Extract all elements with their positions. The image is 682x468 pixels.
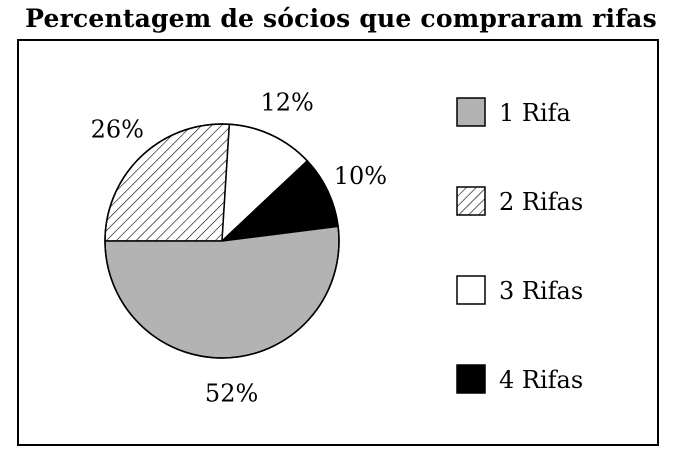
legend-swatch-4-rifas bbox=[456, 364, 486, 394]
legend-swatch-3-rifas bbox=[456, 275, 486, 305]
percentage-labels: 26% 12% 10% 52% bbox=[91, 89, 388, 408]
pie-slice-1-rifa bbox=[104, 225, 340, 359]
legend-label-4-rifas: 4 Rifas bbox=[499, 366, 583, 394]
pie-slices bbox=[104, 123, 340, 359]
legend-swatch-2-rifas bbox=[456, 186, 486, 216]
legend-label-3-rifas: 3 Rifas bbox=[499, 277, 583, 305]
percent-label-4-rifas: 10% bbox=[334, 162, 387, 190]
percent-label-1-rifa: 52% bbox=[205, 380, 258, 408]
legend-label-2-rifas: 2 Rifas bbox=[499, 188, 583, 216]
percent-label-2-rifas: 26% bbox=[91, 115, 144, 143]
pie-outline bbox=[104, 123, 340, 359]
percent-label-3-rifas: 12% bbox=[260, 89, 313, 117]
legend-label-1-rifa: 1 Rifa bbox=[499, 99, 571, 127]
legend: 1 Rifa 2 Rifas 3 Rifas 4 Rifas bbox=[456, 97, 583, 394]
legend-swatch-1-rifa bbox=[456, 97, 486, 127]
chart-title: Percentagem de sócios que compraram rifa… bbox=[25, 4, 657, 33]
chart-frame bbox=[17, 39, 659, 446]
